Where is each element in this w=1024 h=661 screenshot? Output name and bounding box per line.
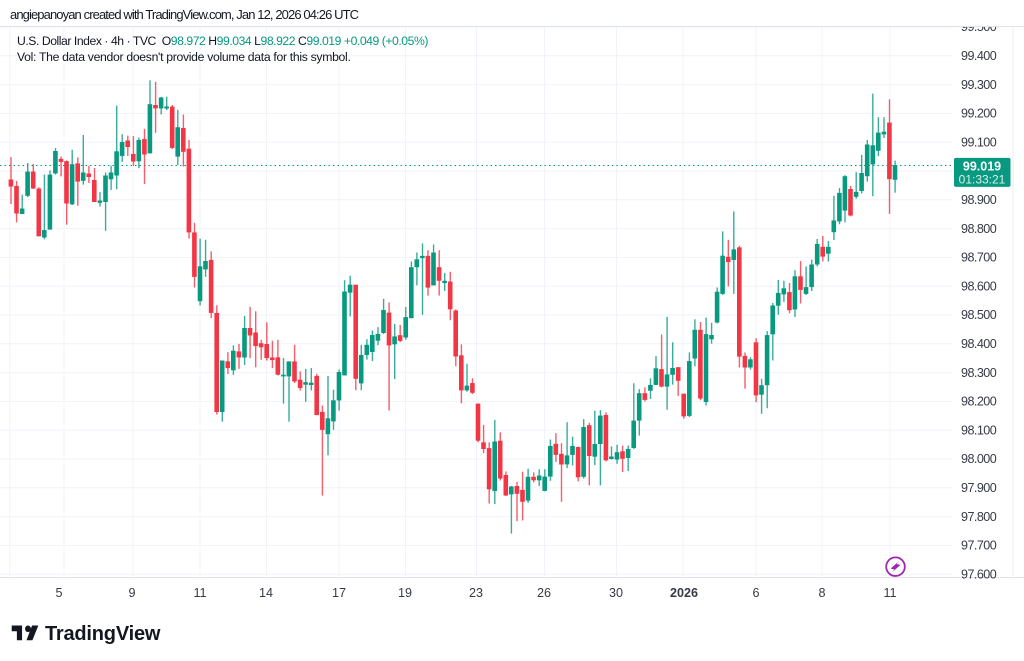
svg-text:23: 23: [469, 586, 483, 600]
svg-text:11: 11: [193, 586, 206, 600]
svg-text:98.300: 98.300: [961, 366, 997, 380]
svg-text:2026: 2026: [670, 586, 698, 600]
svg-text:9: 9: [128, 586, 135, 600]
svg-text:19: 19: [398, 586, 412, 600]
svg-text:99.300: 99.300: [961, 78, 997, 92]
svg-text:30: 30: [609, 586, 623, 600]
svg-text:99.400: 99.400: [961, 49, 997, 63]
svg-text:17: 17: [332, 586, 346, 600]
svg-text:97.800: 97.800: [961, 510, 997, 524]
svg-text:11: 11: [883, 586, 896, 600]
svg-text:98.600: 98.600: [961, 279, 997, 293]
svg-text:98.100: 98.100: [961, 423, 997, 437]
svg-text:97.900: 97.900: [961, 481, 997, 495]
svg-text:97.700: 97.700: [961, 539, 997, 553]
svg-text:98.400: 98.400: [961, 337, 997, 351]
svg-text:98.700: 98.700: [961, 251, 997, 265]
svg-text:99.100: 99.100: [961, 135, 997, 149]
svg-text:99.200: 99.200: [961, 107, 997, 121]
svg-text:5: 5: [55, 586, 62, 600]
svg-text:98.900: 98.900: [961, 193, 997, 207]
svg-text:98.000: 98.000: [961, 452, 997, 466]
svg-text:8: 8: [818, 586, 825, 600]
svg-text:6: 6: [752, 586, 759, 600]
svg-text:01:33:21: 01:33:21: [959, 173, 1006, 187]
svg-text:97.600: 97.600: [961, 567, 997, 581]
svg-text:14: 14: [259, 586, 273, 600]
svg-text:99.019: 99.019: [963, 160, 1001, 174]
svg-text:98.800: 98.800: [961, 222, 997, 236]
svg-text:26: 26: [537, 586, 551, 600]
svg-text:98.200: 98.200: [961, 395, 997, 409]
svg-text:98.500: 98.500: [961, 308, 997, 322]
